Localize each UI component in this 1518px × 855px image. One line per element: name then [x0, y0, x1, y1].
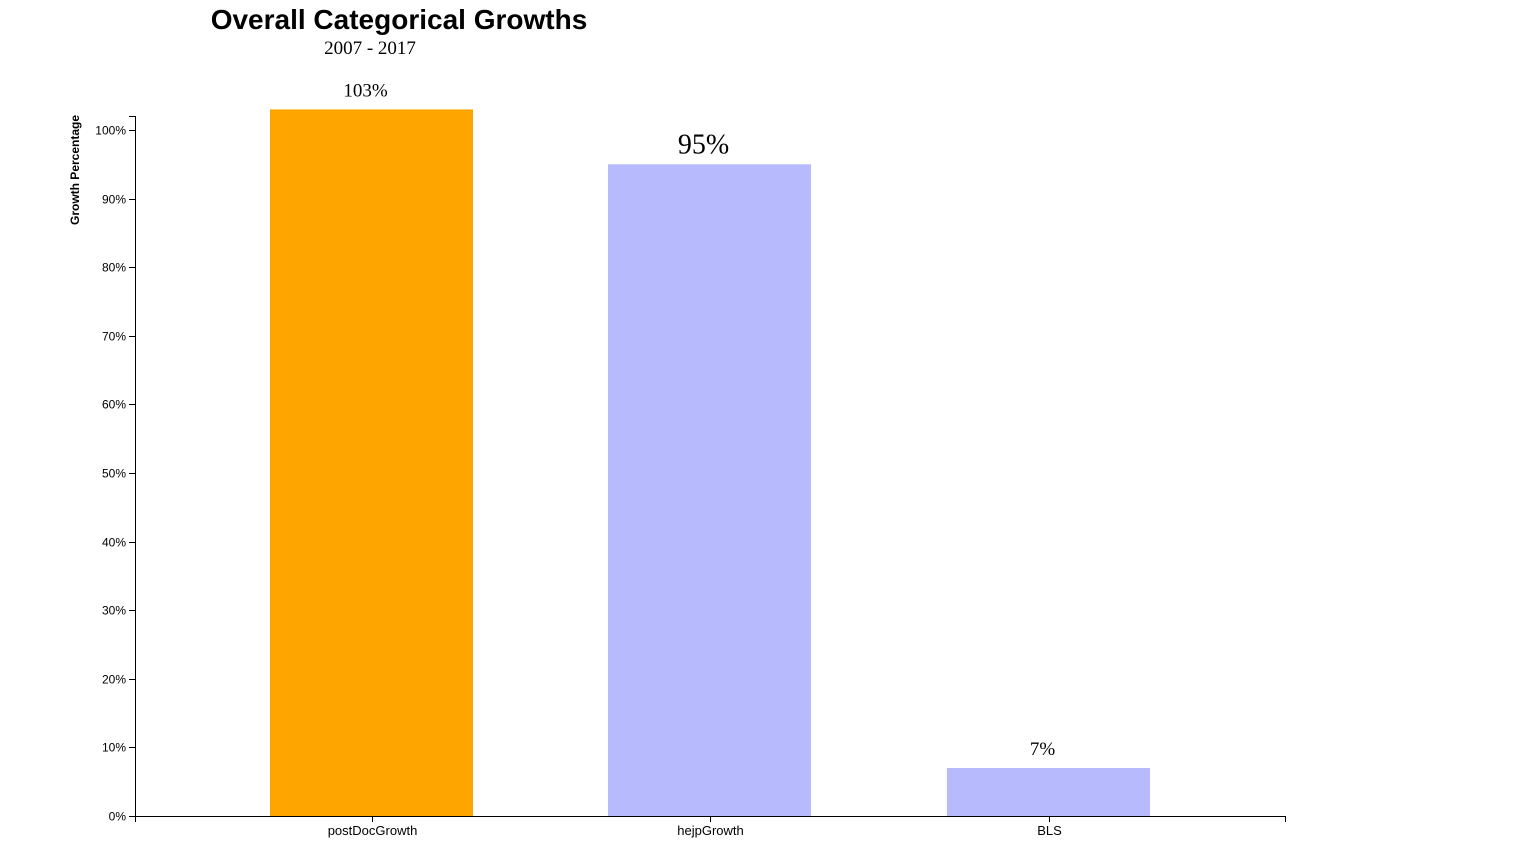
value-label-postDocGrowth: 103%: [343, 80, 388, 101]
chart-title: Overall Categorical Growths: [211, 4, 588, 35]
y-tick-label: 20%: [102, 673, 126, 687]
y-tick-label: 30%: [102, 604, 126, 618]
chart-subtitle: 2007 - 2017: [324, 38, 416, 59]
x-tick-label-BLS: BLS: [1037, 823, 1062, 838]
bar-BLS: [947, 767, 1150, 816]
x-axis: postDocGrowth hejpGrowth BLS: [135, 816, 1286, 838]
y-tick-label: 60%: [102, 398, 126, 412]
y-axis-line: [129, 116, 136, 817]
y-tick-label: 70%: [102, 330, 126, 344]
bars-group: 103% 95% 7%: [270, 80, 1150, 817]
x-tick-label-hejpGrowth: hejpGrowth: [677, 823, 743, 838]
y-tick-label: 80%: [102, 261, 126, 275]
y-tick-label: 90%: [102, 193, 126, 207]
y-axis-label: Growth Percentage: [68, 115, 82, 225]
y-axis: 0% 10% 20% 30% 40% 50% 60% 70% 80% 90% 100%: [95, 116, 136, 824]
y-tick-label: 40%: [102, 536, 126, 550]
y-tick-label: 0%: [109, 810, 127, 824]
bar-postDocGrowth: [270, 109, 473, 817]
y-tick-label: 100%: [95, 124, 126, 138]
value-label-BLS: 7%: [1030, 739, 1056, 760]
y-tick-label: 10%: [102, 741, 126, 755]
y-tick-label: 50%: [102, 467, 126, 481]
bar-hejpGrowth: [608, 164, 811, 817]
value-label-hejpGrowth: 95%: [678, 129, 729, 160]
x-tick-label-postDocGrowth: postDocGrowth: [328, 823, 418, 838]
